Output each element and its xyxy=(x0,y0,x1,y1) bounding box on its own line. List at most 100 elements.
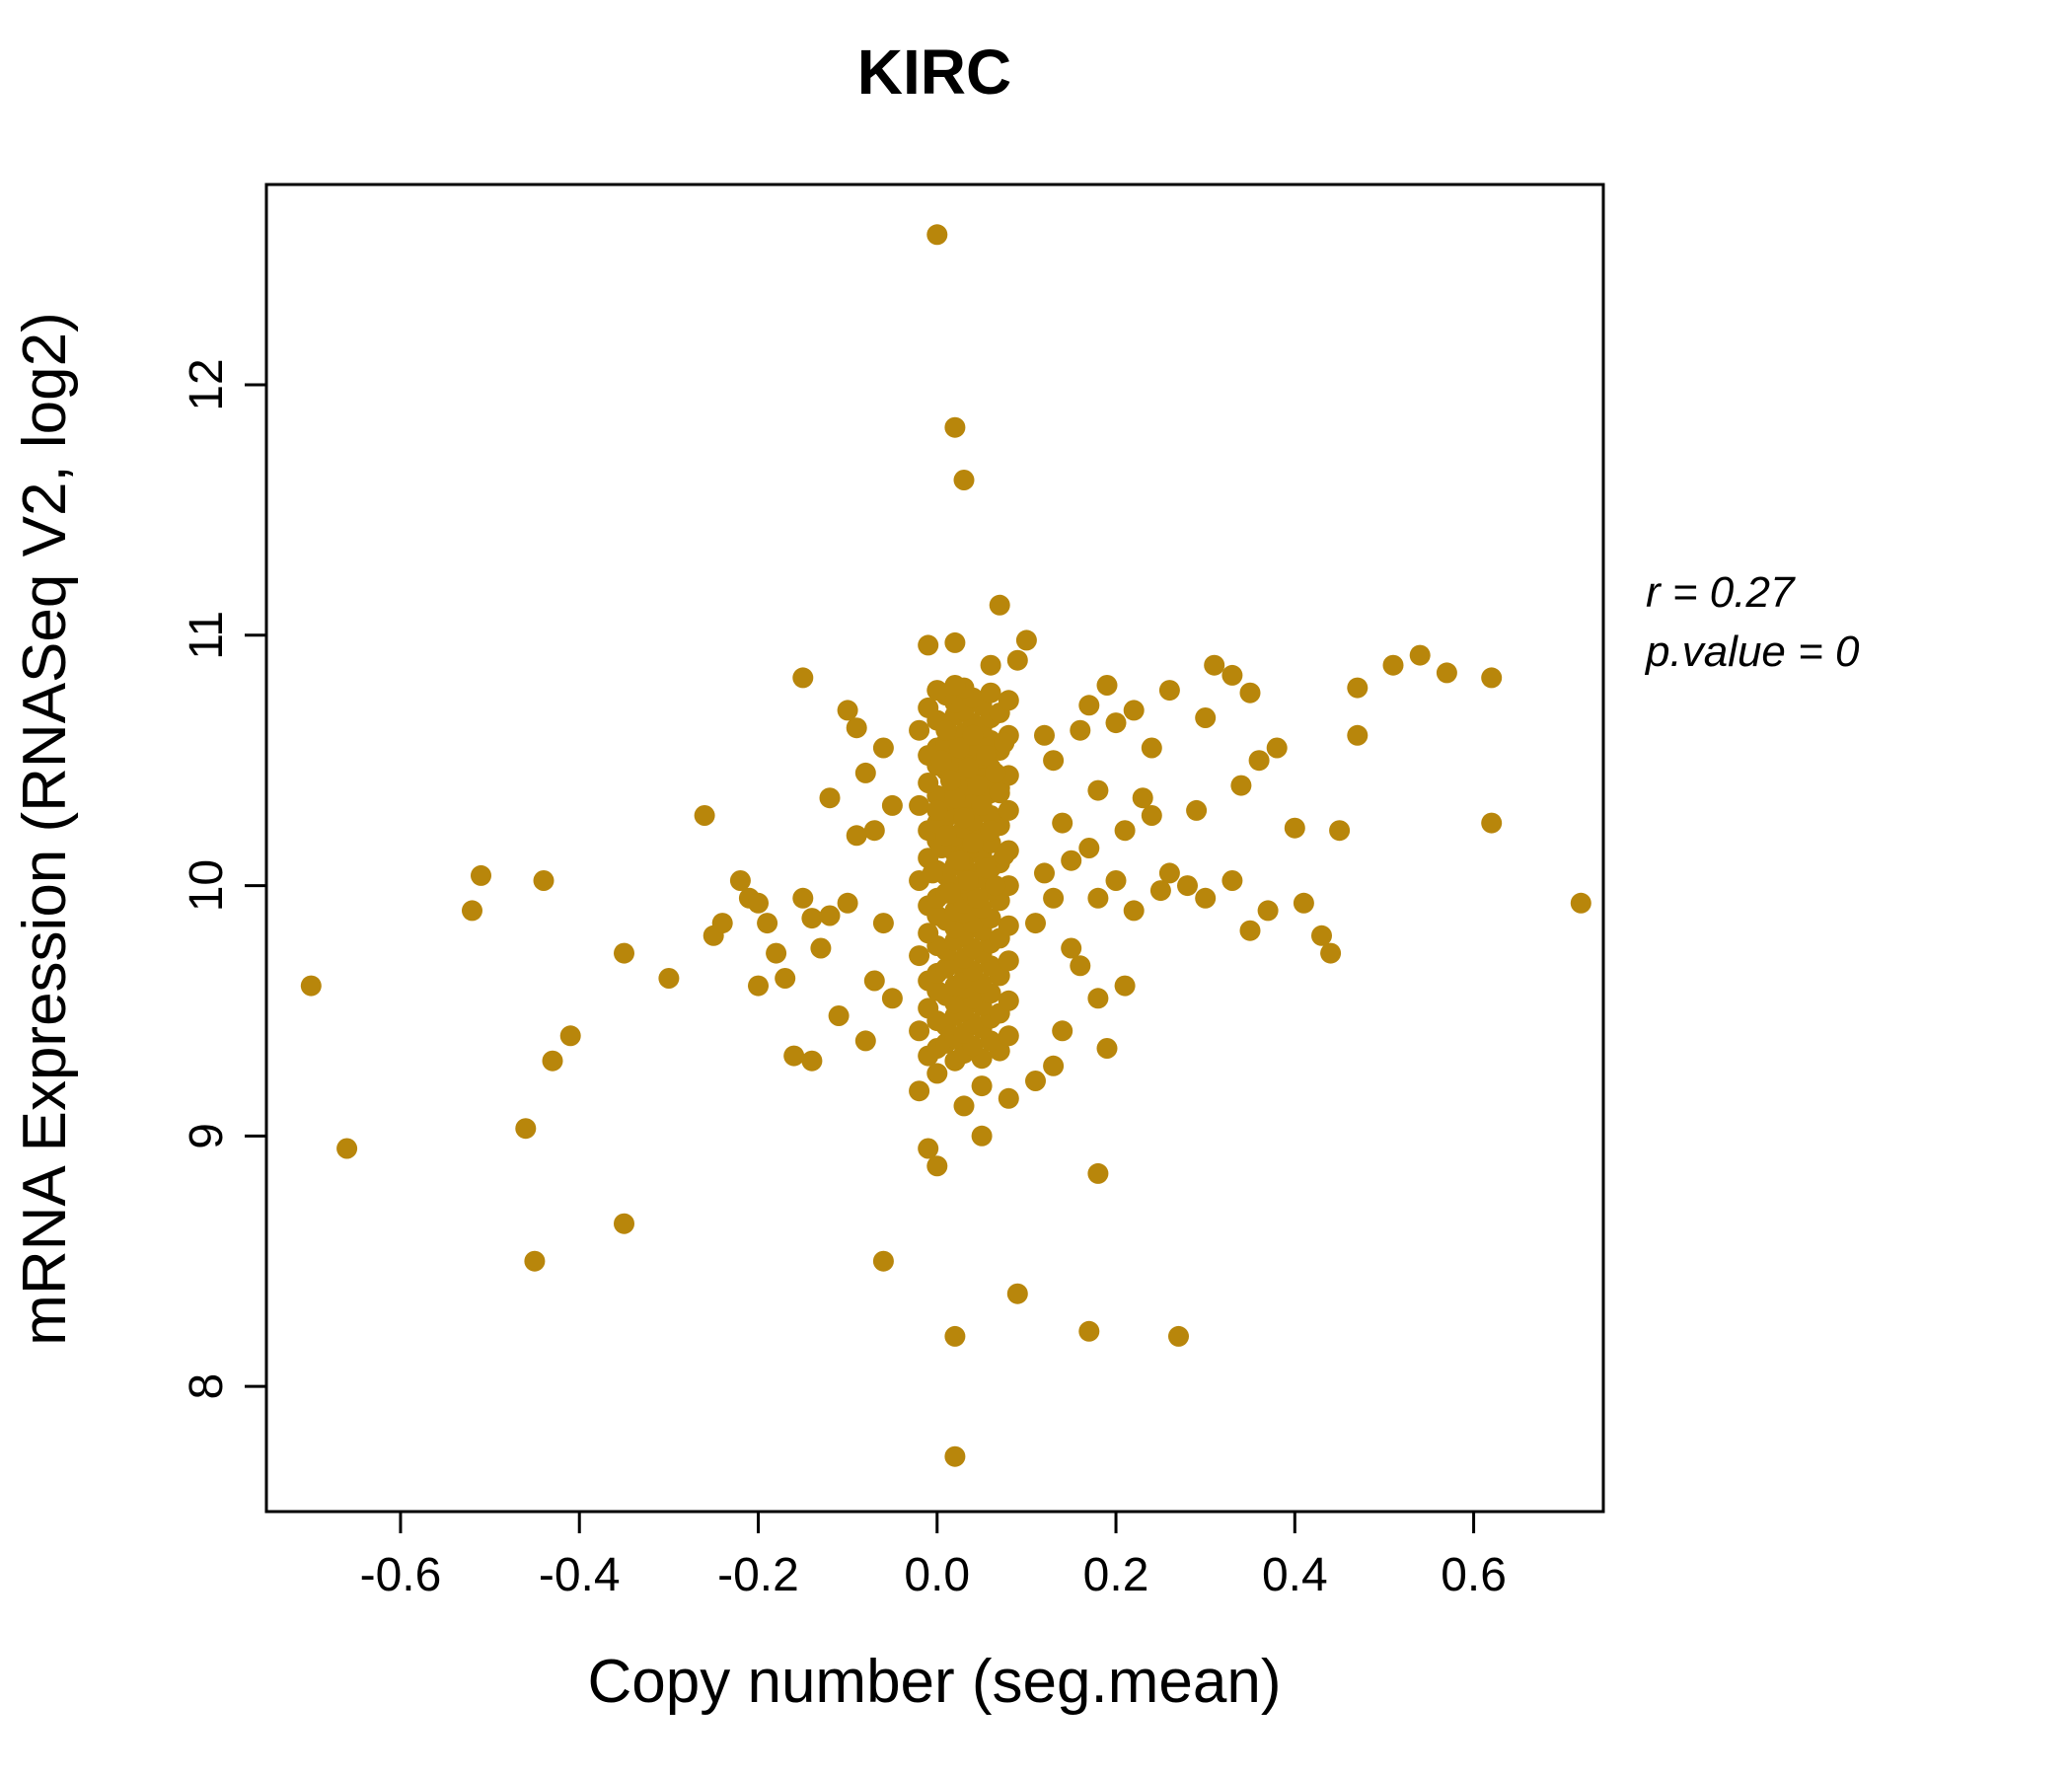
data-point xyxy=(967,775,989,796)
data-point xyxy=(1061,850,1082,871)
data-point xyxy=(854,762,876,783)
data-point xyxy=(918,923,939,944)
data-point xyxy=(918,998,939,1019)
data-point xyxy=(533,870,555,891)
data-point xyxy=(967,887,989,909)
data-point xyxy=(998,990,1019,1011)
data-point xyxy=(1078,838,1100,858)
data-point xyxy=(976,745,998,767)
data-point xyxy=(926,224,948,246)
data-point xyxy=(846,717,867,739)
data-point xyxy=(1025,1071,1046,1091)
data-point xyxy=(863,970,885,992)
data-point xyxy=(775,968,796,989)
data-point xyxy=(1293,892,1314,914)
data-point xyxy=(1382,654,1404,676)
data-point xyxy=(801,1050,823,1072)
data-point xyxy=(1043,750,1065,772)
data-point xyxy=(872,737,894,759)
data-point xyxy=(962,832,984,853)
data-point xyxy=(953,470,975,490)
data-point xyxy=(819,905,841,926)
data-point xyxy=(1087,1162,1109,1184)
data-point xyxy=(958,870,979,891)
correlation-annotation-r: r = 0.27 xyxy=(1646,568,1796,617)
data-point xyxy=(1239,920,1261,941)
x-tick-label: -0.2 xyxy=(717,1549,799,1601)
data-point xyxy=(918,1138,939,1159)
data-point xyxy=(614,942,634,964)
data-point xyxy=(1481,667,1503,689)
y-tick-label: 11 xyxy=(181,611,233,660)
data-point xyxy=(801,908,823,929)
data-point xyxy=(926,1155,948,1177)
data-point xyxy=(926,799,948,821)
data-point xyxy=(944,675,966,696)
data-point xyxy=(985,762,1006,783)
data-point xyxy=(909,1020,930,1042)
data-point xyxy=(757,913,778,934)
data-point xyxy=(881,988,903,1009)
data-point xyxy=(1034,724,1055,746)
x-axis-label: Copy number (seg.mean) xyxy=(588,1648,1282,1716)
data-point xyxy=(1158,862,1180,884)
chart-title: KIRC xyxy=(857,37,1011,108)
data-point xyxy=(1141,737,1162,759)
data-point xyxy=(828,1005,850,1026)
data-point xyxy=(881,794,903,816)
x-tick-label: 0.6 xyxy=(1441,1549,1507,1601)
data-point xyxy=(748,975,769,997)
data-point xyxy=(944,1325,966,1347)
data-point xyxy=(998,1087,1019,1109)
data-point xyxy=(985,875,1006,897)
data-point xyxy=(1481,812,1503,834)
data-point xyxy=(958,757,979,778)
y-tick-label: 9 xyxy=(181,1123,233,1149)
data-point xyxy=(1266,737,1288,759)
data-point xyxy=(1105,712,1127,734)
data-point xyxy=(909,1080,930,1102)
data-point xyxy=(922,862,943,884)
data-point xyxy=(1195,707,1217,728)
data-point xyxy=(918,773,939,793)
data-point xyxy=(1006,1283,1028,1304)
data-point xyxy=(1149,880,1171,902)
data-point xyxy=(524,1250,546,1272)
data-point xyxy=(837,892,858,914)
data-point xyxy=(918,634,939,656)
data-point xyxy=(863,820,885,842)
data-point xyxy=(1070,955,1091,977)
data-point xyxy=(980,654,1001,676)
data-point xyxy=(998,950,1019,972)
data-point xyxy=(837,700,858,721)
data-point xyxy=(944,631,966,653)
data-point xyxy=(854,1030,876,1052)
data-point xyxy=(1114,820,1136,842)
data-point xyxy=(1132,787,1153,809)
data-point xyxy=(1409,644,1431,666)
data-point xyxy=(1025,913,1046,934)
data-point xyxy=(1061,937,1082,959)
x-tick-label: -0.6 xyxy=(360,1549,442,1601)
data-point xyxy=(1034,862,1055,884)
data-point xyxy=(1195,887,1217,909)
data-point xyxy=(819,787,841,809)
data-point xyxy=(998,915,1019,936)
data-point xyxy=(1114,975,1136,997)
data-point xyxy=(1177,875,1198,897)
x-tick-label: 0.4 xyxy=(1262,1549,1328,1601)
data-point xyxy=(994,845,1015,866)
data-point xyxy=(1248,750,1270,772)
y-tick-label: 8 xyxy=(181,1373,233,1400)
y-tick-label: 10 xyxy=(181,859,233,912)
data-point xyxy=(1096,1038,1118,1059)
data-point xyxy=(998,690,1019,711)
data-point xyxy=(926,680,948,702)
data-point xyxy=(1015,629,1037,651)
data-point xyxy=(1105,870,1127,891)
data-point xyxy=(909,794,930,816)
data-point xyxy=(766,942,787,964)
data-point xyxy=(792,887,814,909)
data-point xyxy=(976,857,998,879)
